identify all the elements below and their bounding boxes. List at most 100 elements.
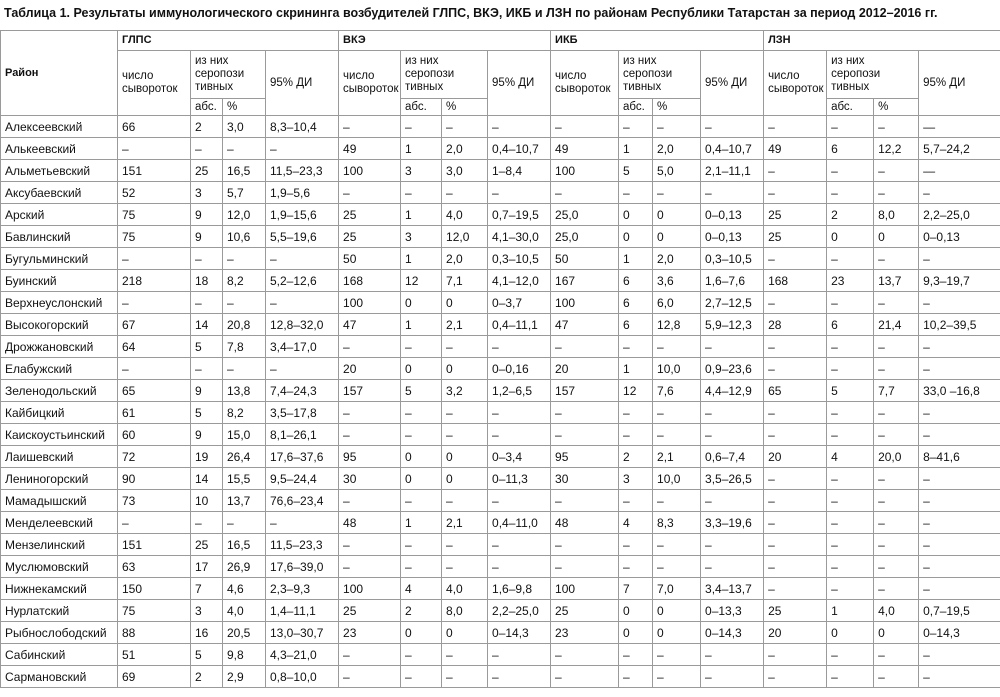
value-cell: – <box>618 643 654 666</box>
value-cell: 13,7 <box>222 489 266 512</box>
table-row: Елабужский – – – –20 0 0 0–0,16 20 1 10,0 0,9–23,6–… <box>0 357 1000 380</box>
value-cell: 11,5–23,3 <box>264 159 340 182</box>
value-cell: 5 <box>190 401 223 424</box>
value-cell: – <box>918 489 1000 512</box>
value-cell: 2,3–9,3 <box>264 577 340 600</box>
table-row: Нурлатский 75 3 4,0 1,4–11,1 25 2 8,0 2,2–25,0 25… <box>0 599 1000 622</box>
value-cell: 73 <box>117 489 191 512</box>
value-cell: 9 <box>190 203 223 226</box>
value-cell: 5,2–12,6 <box>264 269 340 292</box>
value-cell: – <box>763 467 828 490</box>
value-cell: 8,3 <box>652 511 702 534</box>
value-cell: – <box>400 533 443 556</box>
value-cell: 2 <box>400 599 443 622</box>
value-cell: – <box>618 115 654 138</box>
value-cell: 0–14,3 <box>700 621 765 644</box>
value-cell: 2,7–12,5 <box>700 291 765 314</box>
pct-header: % <box>652 98 702 116</box>
value-cell: 10,6 <box>222 225 266 248</box>
value-cell: – <box>700 423 765 446</box>
table-row: Каискоустьинский 60 9 15,0 8,1–26,1– – – – – – – – –… <box>0 423 1000 446</box>
value-cell: – <box>338 533 402 556</box>
value-cell: – <box>441 555 489 578</box>
value-cell: – <box>826 423 875 446</box>
value-cell: 6 <box>826 313 875 336</box>
value-cell: 13,7 <box>873 269 920 292</box>
value-cell: 0 <box>618 599 654 622</box>
value-cell: 25,0 <box>550 203 620 226</box>
value-cell: 50 <box>550 247 620 270</box>
value-cell: 3,5–26,5 <box>700 467 765 490</box>
district-cell: Лаишевский <box>0 445 118 468</box>
header-row: число сывороток из них серопози тивных 95%… <box>1 50 1000 116</box>
table-title: Таблица 1. Результаты иммунологического … <box>4 6 938 20</box>
value-cell: 157 <box>550 379 620 402</box>
value-cell: – <box>763 555 828 578</box>
value-cell: – <box>918 423 1000 446</box>
value-cell: – <box>763 247 828 270</box>
table-row: Менделеевский – – – –48 1 2,1 0,4–11,0 48 4 8,3 3,3… <box>0 511 1000 534</box>
value-cell: – <box>918 577 1000 600</box>
value-cell: 7 <box>618 577 654 600</box>
value-cell: 2 <box>826 203 875 226</box>
value-cell: – <box>763 643 828 666</box>
table-row: Сабинский 51 5 9,8 4,3–21,0– – – – – – – – – – – – <box>0 643 1000 666</box>
table-row: Сармановский 69 2 2,9 0,8–10,0– – – – – – – – – – – – <box>0 665 1000 688</box>
value-cell: 12 <box>400 269 443 292</box>
value-cell: – <box>550 423 620 446</box>
value-cell: 76,6–23,4 <box>264 489 340 512</box>
ci-header: 95% ДИ <box>918 50 1000 116</box>
value-cell: – <box>700 665 765 688</box>
value-cell: 88 <box>117 621 191 644</box>
value-cell: 1 <box>618 247 654 270</box>
value-cell: – <box>441 665 489 688</box>
value-cell: 12,0 <box>441 225 489 248</box>
value-cell: – <box>763 181 828 204</box>
value-cell: – <box>117 357 191 380</box>
value-cell: 0 <box>826 225 875 248</box>
value-cell: – <box>873 115 920 138</box>
value-cell: 8,0 <box>873 203 920 226</box>
value-cell: 1,2–6,5 <box>487 379 552 402</box>
value-cell: 25 <box>338 225 402 248</box>
value-cell: 4,0 <box>873 599 920 622</box>
district-cell: Кайбицкий <box>0 401 118 424</box>
value-cell: 9 <box>190 423 223 446</box>
value-cell: 157 <box>338 379 402 402</box>
ci-header: 95% ДИ <box>487 50 552 116</box>
value-cell: 21,4 <box>873 313 920 336</box>
value-cell: 0 <box>618 203 654 226</box>
value-cell: 3 <box>618 467 654 490</box>
value-cell: 25 <box>763 203 828 226</box>
value-cell: 13,0–30,7 <box>264 621 340 644</box>
positive-header: из них серопози тивных <box>400 50 489 99</box>
value-cell: – <box>873 489 920 512</box>
district-cell: Аксубаевский <box>0 181 118 204</box>
value-cell: 20 <box>763 621 828 644</box>
value-cell: – <box>400 555 443 578</box>
table-row: Зеленодольский 65 9 13,8 7,4–24,3 157 5 3,2 1,2–… <box>0 379 1000 402</box>
value-cell: – <box>400 401 443 424</box>
value-cell: 0,8–10,0 <box>264 665 340 688</box>
value-cell: 0 <box>652 599 702 622</box>
district-cell: Алькеевский <box>0 137 118 160</box>
value-cell: 26,4 <box>222 445 266 468</box>
group-header: ИКБ <box>550 30 765 51</box>
positive-header: из них серопози тивных <box>826 50 920 99</box>
value-cell: 75 <box>117 225 191 248</box>
value-cell: 5,5–19,6 <box>264 225 340 248</box>
value-cell: 12,8 <box>652 313 702 336</box>
value-cell: 67 <box>117 313 191 336</box>
value-cell: – <box>264 247 340 270</box>
value-cell: 0 <box>441 357 489 380</box>
value-cell: 0,7–19,5 <box>918 599 1000 622</box>
value-cell: 49 <box>338 137 402 160</box>
value-cell: 0 <box>441 445 489 468</box>
pct-header: % <box>873 98 920 116</box>
value-cell: – <box>763 115 828 138</box>
value-cell: – <box>550 643 620 666</box>
group-header: ЛЗН <box>763 30 1000 51</box>
value-cell: – <box>338 335 402 358</box>
pct-header: % <box>441 98 489 116</box>
